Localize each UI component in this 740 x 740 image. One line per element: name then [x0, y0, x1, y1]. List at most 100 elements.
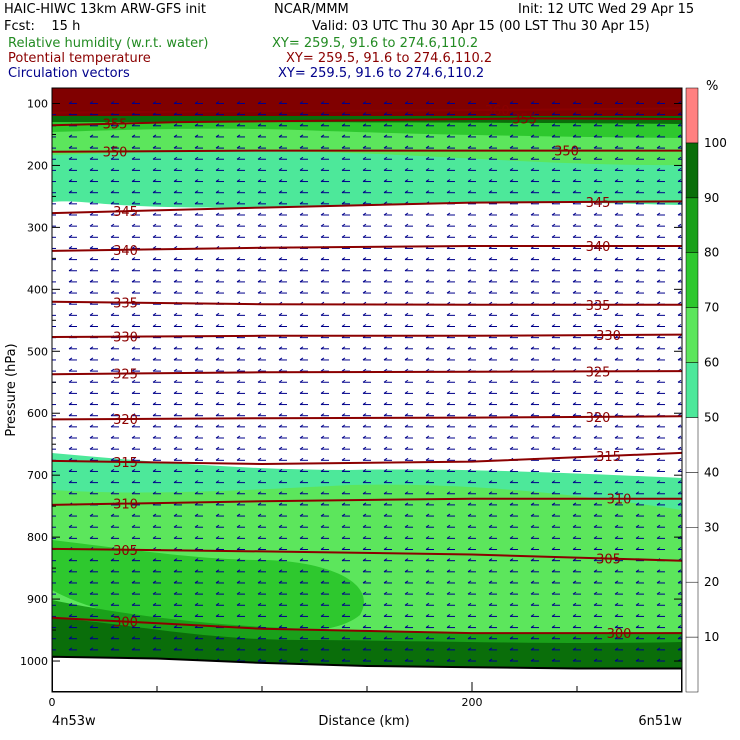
vector-arrowhead — [593, 279, 598, 283]
vector-arrowhead — [551, 658, 556, 662]
vector-arrowhead — [425, 513, 430, 517]
vector-arrowhead — [48, 503, 51, 505]
vector-arrowhead — [299, 201, 304, 205]
vector-arrowhead — [635, 524, 640, 528]
vector-arrowhead — [48, 135, 51, 137]
vector-arrowhead — [677, 502, 682, 506]
vector-arrowhead — [68, 614, 73, 617]
vector-arrowhead — [131, 569, 136, 573]
vector-arrowhead — [236, 234, 241, 238]
vector-arrowhead — [173, 513, 178, 517]
vector-arrowhead — [299, 502, 304, 506]
vector-arrowhead — [236, 268, 241, 272]
vector-arrowhead — [593, 625, 598, 628]
vector-arrowhead — [530, 346, 535, 350]
vector-arrowhead — [257, 591, 262, 595]
vector-arrowhead — [404, 312, 409, 316]
vector-arrowhead — [89, 558, 94, 562]
vector-arrowhead — [656, 457, 661, 461]
vector-arrowhead — [236, 290, 241, 294]
vector-arrowhead — [236, 123, 241, 127]
vector-arrowhead — [467, 123, 472, 127]
vector-arrowhead — [656, 101, 661, 104]
vector-arrowhead — [593, 435, 598, 439]
theta-contour-label: 355 — [512, 112, 537, 127]
vector-arrowhead — [173, 357, 178, 361]
colorbar-swatch — [685, 197, 699, 253]
vector-arrowhead — [551, 101, 556, 104]
vector-arrowhead — [48, 358, 51, 360]
vector-arrowhead — [68, 368, 73, 372]
vector-arrowhead — [677, 167, 682, 171]
vector-arrowhead — [509, 101, 514, 104]
vector-arrowhead — [593, 469, 598, 472]
vector-arrowhead — [131, 535, 136, 539]
vector-arrowhead — [299, 134, 304, 138]
vector-arrowhead — [572, 324, 577, 327]
colorbar-label: 30 — [704, 520, 719, 534]
vector-arrowhead — [488, 569, 493, 573]
vector-arrowhead — [551, 134, 556, 138]
vector-arrowhead — [341, 591, 346, 595]
vector-arrowhead — [341, 625, 346, 628]
vector-arrowhead — [467, 290, 472, 294]
vector-arrowhead — [446, 212, 451, 216]
vector-arrowhead — [68, 524, 73, 528]
vector-arrowhead — [446, 357, 451, 361]
vector-arrowhead — [173, 547, 178, 550]
vector-arrowhead — [467, 179, 472, 182]
vector-arrowhead — [467, 614, 472, 617]
vector-arrowhead — [299, 558, 304, 562]
vector-arrowhead — [572, 123, 577, 127]
vector-arrowhead — [404, 290, 409, 294]
vector-arrowhead — [677, 223, 682, 227]
vector-arrowhead — [194, 591, 199, 595]
vector-arrowhead — [48, 101, 51, 103]
vector-arrowhead — [656, 413, 661, 417]
vector-arrowhead — [509, 223, 514, 227]
vector-arrowhead — [215, 312, 220, 316]
vector-arrowhead — [446, 413, 451, 417]
vector-arrowhead — [593, 658, 598, 662]
vector-arrowhead — [48, 469, 51, 471]
vector-arrowhead — [48, 213, 51, 215]
vector-arrowhead — [299, 446, 304, 450]
vector-arrowhead — [131, 402, 136, 405]
vector-arrowhead — [257, 513, 262, 517]
vector-arrowhead — [89, 101, 94, 104]
vector-arrowhead — [614, 435, 619, 439]
vector-arrowhead — [551, 312, 556, 316]
vector-arrowhead — [48, 347, 51, 349]
vector-arrowhead — [593, 524, 598, 528]
vector-arrowhead — [404, 145, 409, 149]
vector-arrowhead — [446, 580, 451, 584]
vector-arrowhead — [68, 636, 73, 640]
vector-arrowhead — [215, 379, 220, 383]
vector-arrowhead — [446, 101, 451, 104]
vector-arrowhead — [467, 257, 472, 261]
vector-arrowhead — [299, 379, 304, 383]
vector-arrowhead — [467, 346, 472, 350]
vector-arrowhead — [383, 524, 388, 528]
vector-arrowhead — [68, 580, 73, 584]
theta-contour-label: 330 — [596, 329, 621, 344]
vector-arrowhead — [362, 591, 367, 595]
vector-arrowhead — [68, 591, 73, 595]
vector-arrowhead — [656, 535, 661, 539]
vector-arrowhead — [383, 167, 388, 171]
vector-arrowhead — [614, 513, 619, 517]
vector-arrowhead — [593, 112, 598, 116]
vector-arrowhead — [677, 614, 682, 617]
vector-arrowhead — [362, 558, 367, 562]
vector-arrowhead — [68, 190, 73, 194]
vector-arrowhead — [509, 357, 514, 361]
vector-arrowhead — [509, 390, 514, 394]
vector-arrowhead — [299, 346, 304, 350]
vector-arrowhead — [551, 112, 556, 116]
vector-arrowhead — [425, 480, 430, 484]
vector-arrowhead — [509, 413, 514, 417]
vector-arrowhead — [48, 414, 51, 416]
vector-arrowhead — [656, 123, 661, 127]
vector-arrowhead — [488, 379, 493, 383]
vector-arrowhead — [404, 558, 409, 562]
